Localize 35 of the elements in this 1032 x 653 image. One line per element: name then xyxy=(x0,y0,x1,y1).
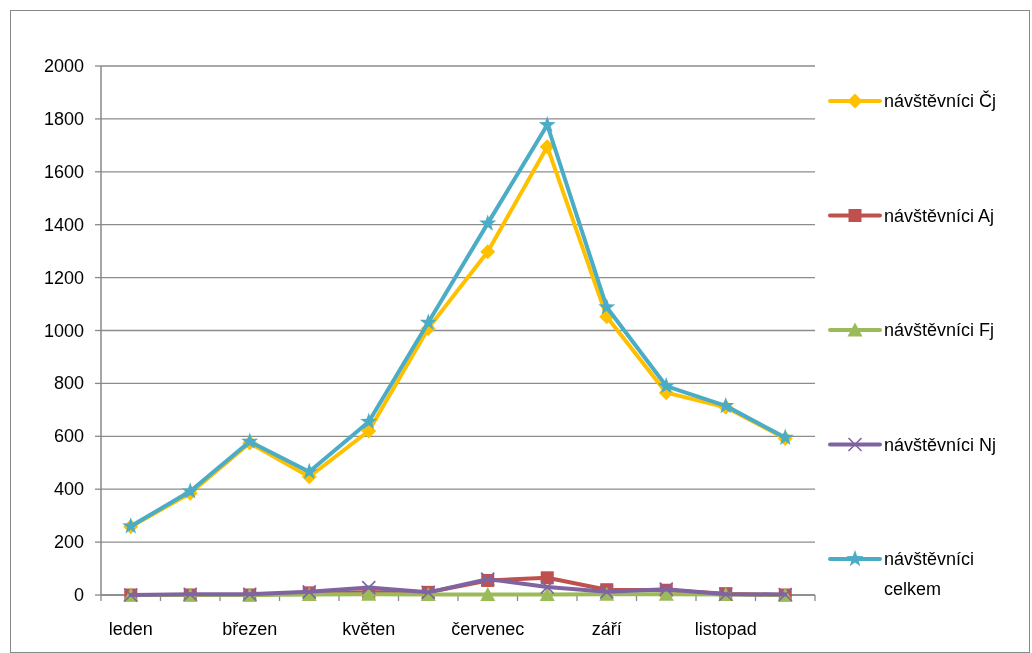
point xyxy=(360,412,378,430)
legend-label: návštěvníci Fj xyxy=(884,320,995,340)
y-tick-label: 1200 xyxy=(43,267,84,288)
y-tick-label: 200 xyxy=(53,532,84,553)
y-tick-label: 600 xyxy=(53,426,84,447)
x-tick-label: září xyxy=(591,619,622,639)
x-tick-label: květen xyxy=(342,619,396,639)
x-tick-label: leden xyxy=(108,619,153,639)
legend-label: návštěvníci celkem xyxy=(884,549,975,599)
point xyxy=(598,298,616,315)
point xyxy=(419,313,437,330)
point xyxy=(540,571,554,585)
legend-label: návštěvníci Čj xyxy=(884,90,997,111)
point xyxy=(480,586,496,601)
point xyxy=(361,580,377,595)
point xyxy=(480,244,496,260)
y-tick-label: 1600 xyxy=(43,161,84,182)
point xyxy=(479,214,497,231)
legend-label: návštěvníci Aj xyxy=(884,205,995,226)
point xyxy=(300,462,318,480)
x-tick-label: červenec xyxy=(451,619,525,639)
y-tick-label: 800 xyxy=(53,373,84,394)
legend-label: návštěvníci Nj xyxy=(884,434,997,455)
x-tick-label: listopad xyxy=(694,619,757,639)
y-tick-label: 0 xyxy=(73,585,84,605)
point xyxy=(538,115,556,133)
point xyxy=(539,139,555,155)
y-tick-label: 400 xyxy=(53,479,84,500)
y-tick-label: 1400 xyxy=(43,214,84,235)
y-tick-label: 2000 xyxy=(43,56,84,76)
point xyxy=(539,579,555,595)
y-tick-label: 1800 xyxy=(43,108,84,129)
x-tick-label: březen xyxy=(222,619,278,639)
point xyxy=(657,377,675,394)
y-tick-label: 1000 xyxy=(43,320,84,341)
